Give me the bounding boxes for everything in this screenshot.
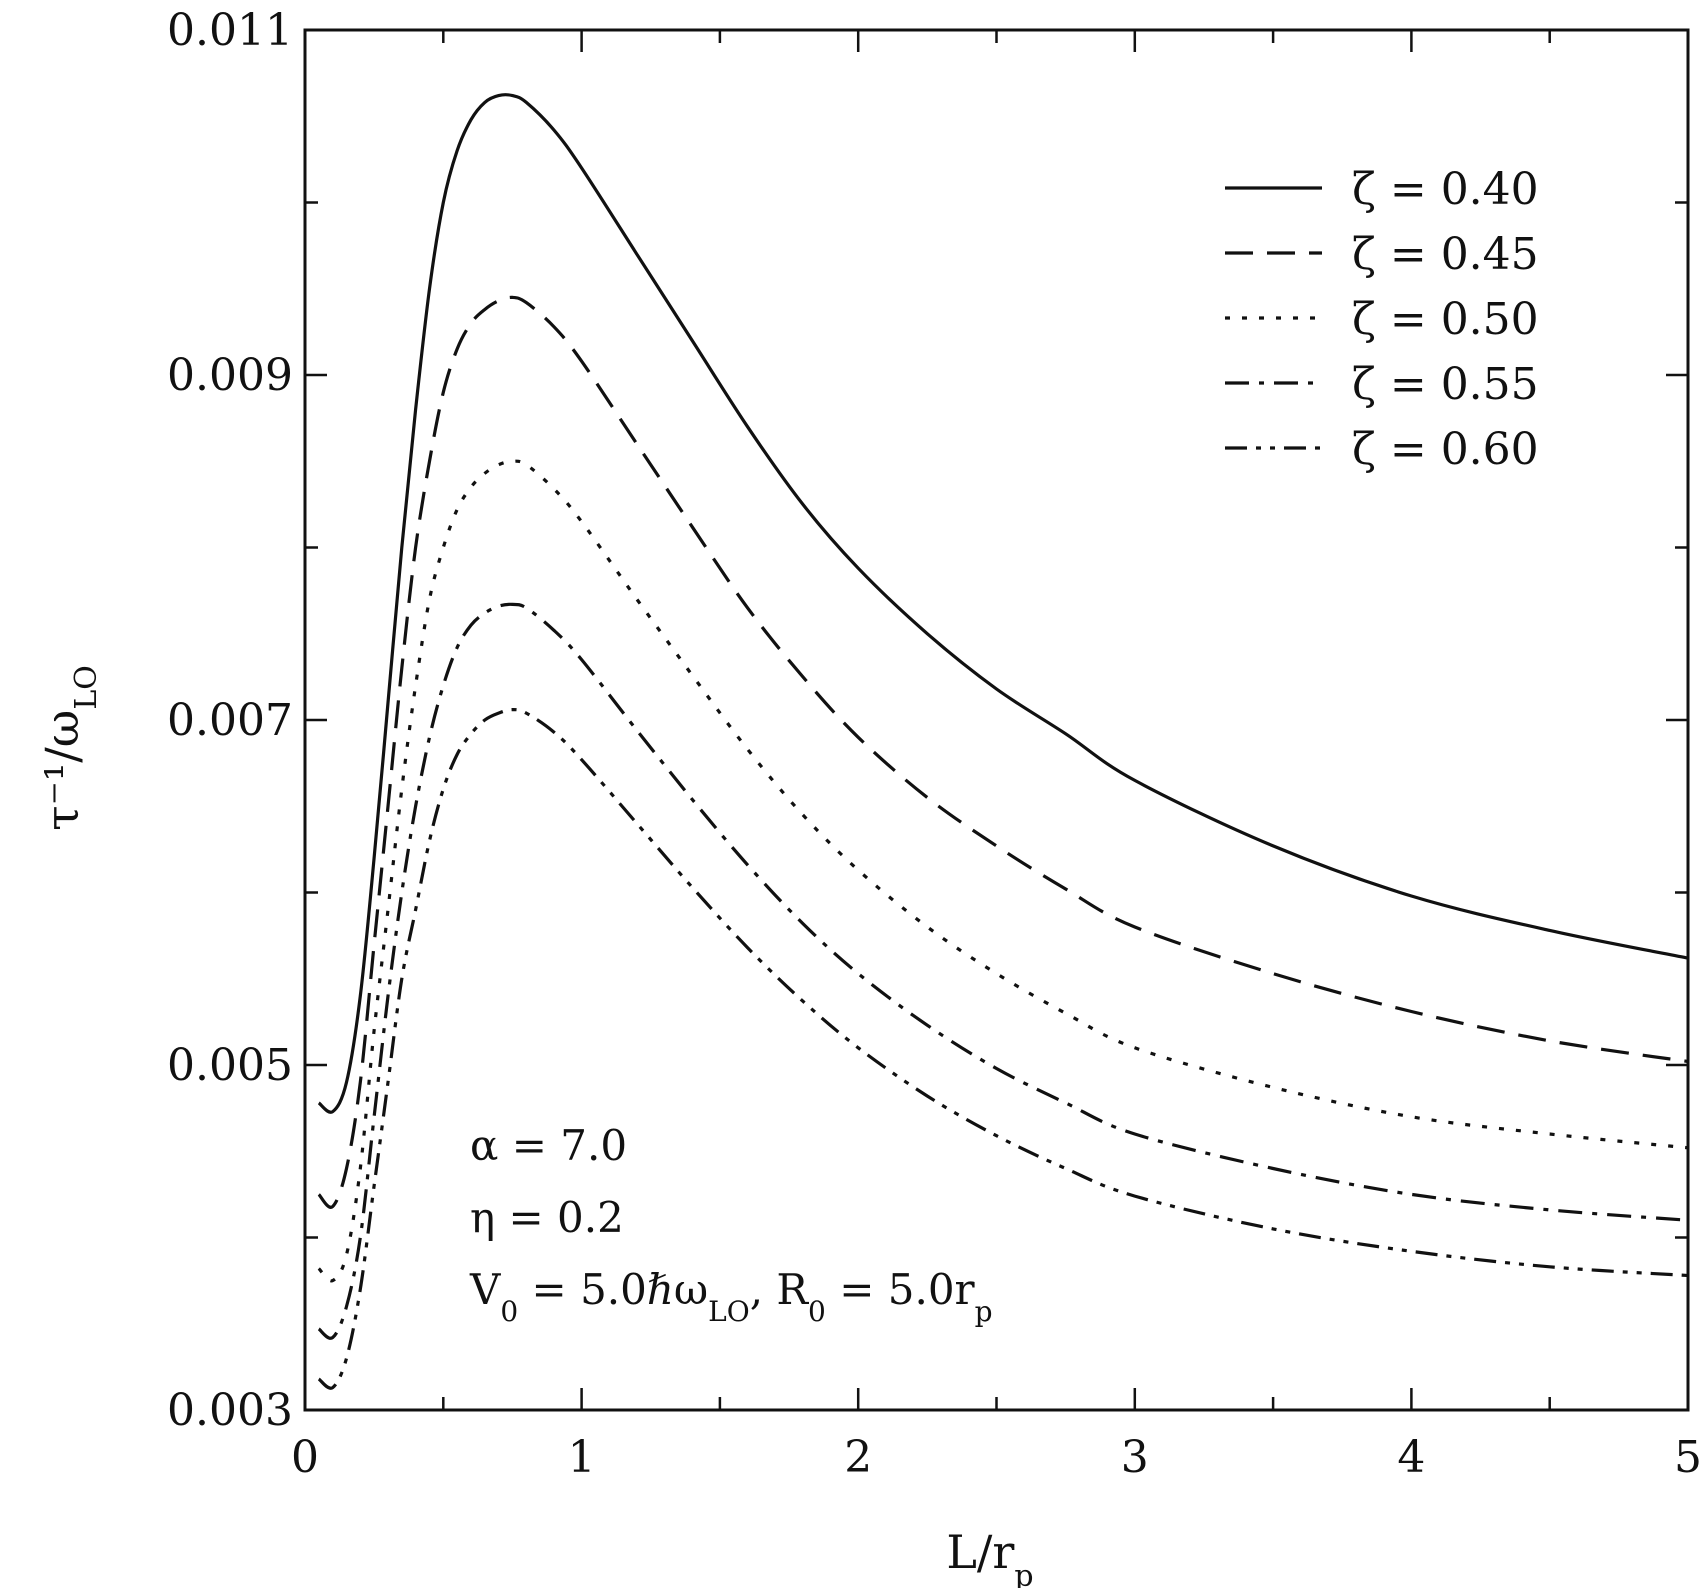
x-tick-label: 4 [1397,1432,1425,1483]
x-axis-label: L/rp [946,1525,1033,1588]
annotation-r0-unit-sub: p [975,1295,993,1328]
annotation-eta: η = 0.2 [470,1193,624,1242]
series-line-2 [317,295,1689,1209]
legend-label-3: ζ = 0.50 [1352,294,1539,345]
annotation-v0-sub: 0 [500,1295,518,1328]
series-line-3 [317,459,1689,1283]
series-line-5 [317,707,1689,1390]
annotation-v0-symbol: V [469,1265,501,1314]
axes: 0 1 2 3 4 5 0.003 0.005 0.007 0.009 0.011 [167,5,1701,1483]
x-tick-label: 5 [1674,1432,1701,1483]
legend-label-5: ζ = 0.60 [1352,424,1539,475]
legend: ζ = 0.40 ζ = 0.45 ζ = 0.50 ζ = 0.55 ζ = 0.60 [1225,164,1539,475]
x-axis-label-main: L/r [946,1525,1014,1579]
annotation-r0-sub: 0 [808,1295,826,1328]
legend-label-4: ζ = 0.55 [1352,359,1539,410]
x-tick-label: 2 [844,1432,872,1483]
x-axis-label-sub: p [1014,1559,1033,1588]
y-axis-label: τ⁻¹/ωLO [35,665,104,831]
series-line-4 [317,602,1689,1340]
y-axis-label-main: τ⁻¹/ω [35,710,89,831]
y-axis-label-sub: LO [69,665,104,710]
annotation-alpha: α = 7.0 [470,1121,627,1170]
x-tick-label: 3 [1121,1432,1149,1483]
y-tick-label: 0.003 [167,1385,293,1436]
annotation-r0-value: = 5.0r [826,1265,976,1314]
annotation-v0-unit-sub: LO [708,1295,750,1328]
x-tick-label: 1 [568,1432,596,1483]
annotation-r0-symbol: , R [750,1265,810,1314]
y-tick-label: 0.007 [167,695,293,746]
series-lines [317,93,1689,1390]
annotation-v0-r0: V0 = 5.0ℏωLO, R0 = 5.0rp [469,1265,993,1328]
y-tick-label: 0.005 [167,1040,293,1091]
y-tick-label: 0.011 [167,5,293,56]
y-tick-label: 0.009 [167,350,293,401]
annotation-v0-value: = 5.0ℏω [518,1265,708,1314]
x-tick-label: 0 [291,1432,319,1483]
legend-label-1: ζ = 0.40 [1352,164,1539,215]
parameter-annotations: α = 7.0 η = 0.2 V0 = 5.0ℏωLO, R0 = 5.0rp [469,1121,993,1328]
series-line-1 [317,93,1689,1114]
legend-label-2: ζ = 0.45 [1352,229,1539,280]
